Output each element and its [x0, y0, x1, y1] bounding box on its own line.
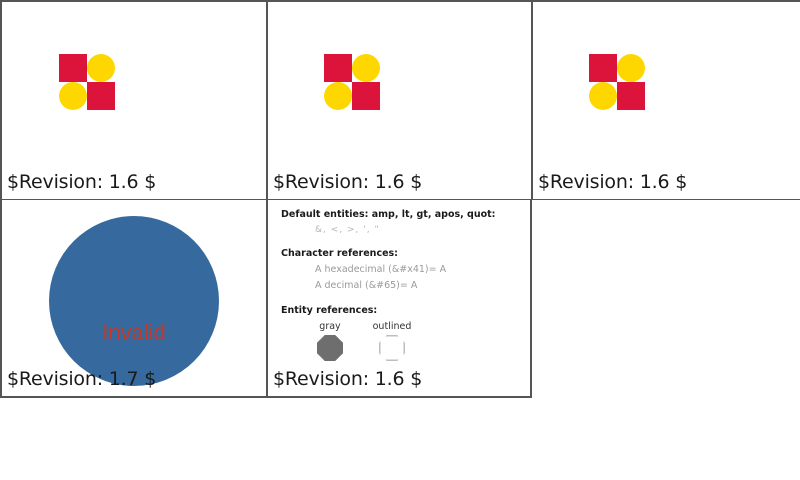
red-square-bottom-right-icon	[87, 82, 115, 110]
revision-caption: $Revision: 1.6 $	[7, 171, 157, 193]
yellow-circle-bottom-left-icon	[324, 82, 352, 110]
default-entities-symbols: &, <, >, ', "	[315, 225, 380, 235]
octagon-outlined-label: outlined	[372, 321, 412, 332]
octagon-gray-label: gray	[319, 321, 341, 332]
filled-octagon-icon	[317, 335, 343, 361]
logo-panel-1: $Revision: 1.6 $	[0, 0, 267, 200]
yellow-circle-top-right-icon	[352, 54, 380, 82]
revision-caption: $Revision: 1.6 $	[538, 171, 688, 193]
red-square-top-left-icon	[59, 54, 87, 82]
logo-panel-3: $Revision: 1.6 $	[532, 0, 800, 200]
character-reference-hex: A hexadecimal (&#x41)= A	[315, 264, 447, 275]
yellow-circle-top-right-icon	[617, 54, 645, 82]
revision-caption: $Revision: 1.6 $	[273, 171, 423, 193]
checker-logo	[589, 54, 645, 110]
character-reference-dec: A decimal (&#65)= A	[315, 280, 418, 291]
character-references-heading: Character references:	[281, 248, 398, 259]
octagon-gray-item: gray	[295, 321, 365, 365]
logo-panel-2: $Revision: 1.6 $	[267, 0, 532, 200]
red-square-bottom-right-icon	[617, 82, 645, 110]
octagon-row: gray outlined	[281, 321, 530, 377]
default-entities-heading: Default entities: amp, lt, gt, apos, quo…	[281, 209, 496, 220]
yellow-circle-top-right-icon	[87, 54, 115, 82]
revision-caption: $Revision: 1.7 $	[7, 368, 157, 390]
outlined-octagon-icon	[379, 335, 405, 361]
yellow-circle-bottom-left-icon	[589, 82, 617, 110]
red-square-bottom-right-icon	[352, 82, 380, 110]
entity-references-heading: Entity references:	[281, 305, 378, 316]
checker-logo	[59, 54, 115, 110]
revision-caption: $Revision: 1.6 $	[273, 368, 423, 390]
invalid-label: Invalid	[102, 320, 166, 345]
yellow-circle-bottom-left-icon	[59, 82, 87, 110]
blue-circle-shape: Invalid	[49, 216, 219, 386]
entities-panel: Default entities: amp, lt, gt, apos, quo…	[267, 199, 532, 398]
invalid-panel: Invalid $Revision: 1.7 $	[0, 199, 267, 398]
red-square-top-left-icon	[324, 54, 352, 82]
checker-logo	[324, 54, 380, 110]
octagon-outlined-item: outlined	[357, 321, 427, 365]
entities-text-block: Default entities: amp, lt, gt, apos, quo…	[281, 208, 530, 377]
red-square-top-left-icon	[589, 54, 617, 82]
